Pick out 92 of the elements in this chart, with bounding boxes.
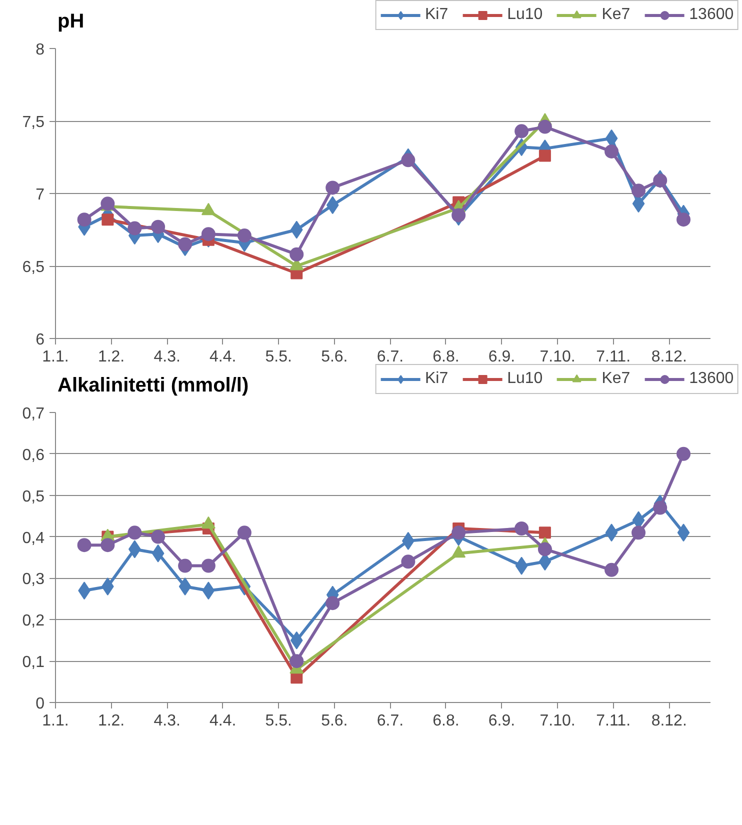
point (237, 526, 252, 540)
legend-label: Ki7 (424, 6, 448, 24)
point (632, 184, 646, 198)
point (326, 180, 340, 195)
x-tick-label: 8.12. (651, 348, 687, 366)
y-tick-label: 7 (36, 186, 45, 204)
point (201, 558, 216, 573)
point (538, 526, 551, 539)
point (326, 196, 339, 214)
point (653, 500, 668, 515)
x-tick-label: 4.4. (210, 712, 236, 730)
point (202, 582, 215, 600)
point (514, 522, 529, 536)
y-tick-label: 0,6 (22, 446, 45, 464)
point (514, 124, 529, 138)
point (128, 221, 142, 236)
point (538, 150, 551, 162)
x-tick-label: 1.2. (98, 712, 125, 730)
point (604, 144, 619, 158)
x-tick-label: 1.2. (98, 348, 125, 366)
y-tick-label: 6 (36, 332, 45, 348)
point (515, 556, 528, 575)
legend-label: 13600 (689, 370, 734, 388)
legend-label: Ki7 (424, 370, 448, 388)
x-tick-label: 5.5. (265, 712, 292, 730)
x-tick-label: 6.7. (376, 348, 404, 366)
point (152, 544, 164, 562)
x-tick-label: 5.6. (321, 712, 348, 730)
point (77, 538, 92, 552)
y-tick-label: 0 (36, 696, 45, 712)
y-tick-label: 0,4 (22, 530, 45, 547)
y-tick-label: 0,7 (22, 406, 45, 422)
point (605, 524, 618, 542)
point (401, 554, 416, 569)
point (676, 446, 691, 461)
x-tick-label: 7.10. (540, 348, 576, 366)
point (151, 220, 166, 234)
x-tick-label: 4.4. (210, 348, 236, 366)
y-tick-label: 8 (36, 42, 45, 58)
point (290, 654, 304, 668)
x-tick-label: 6.9. (488, 348, 516, 366)
legend-label: 13600 (689, 6, 734, 24)
point (452, 526, 466, 540)
x-tick-label: 7.11. (596, 348, 631, 366)
point (538, 120, 552, 134)
point (237, 228, 252, 243)
point (632, 526, 646, 540)
x-tick-label: 1.1. (42, 348, 69, 366)
y-tick-label: 0,3 (22, 571, 45, 588)
y-tick-label: 7,5 (22, 114, 45, 131)
chart-title: Alkalinitetti (mmol/l) (58, 374, 249, 396)
point (151, 530, 166, 544)
legend-label: Lu10 (507, 6, 543, 24)
point (178, 237, 192, 252)
point (201, 227, 216, 242)
x-tick-label: 6.8. (432, 712, 460, 730)
x-tick-label: 7.11. (596, 712, 631, 730)
point (128, 526, 142, 540)
point (677, 524, 690, 542)
y-tick-label: 0,2 (22, 612, 45, 630)
point (102, 214, 114, 226)
point (538, 542, 552, 556)
point (178, 558, 192, 573)
point (401, 153, 416, 168)
point (290, 247, 304, 262)
x-tick-label: 4.3. (154, 712, 180, 730)
y-tick-label: 0,5 (22, 488, 45, 506)
x-tick-label: 6.8. (432, 348, 460, 366)
x-tick-label: 5.6. (321, 348, 348, 366)
x-tick-label: 4.3. (154, 348, 180, 366)
legend-label: Ke7 (602, 370, 630, 388)
legend-label: Ke7 (602, 6, 630, 24)
legend-label: Lu10 (507, 370, 543, 388)
y-tick-label: 0,1 (22, 654, 45, 672)
point (604, 562, 619, 577)
point (290, 631, 303, 650)
point (100, 538, 115, 552)
point (77, 212, 92, 227)
point (452, 208, 466, 222)
x-tick-label: 8.12. (651, 712, 687, 730)
x-tick-label: 6.9. (488, 712, 516, 730)
x-tick-label: 7.10. (540, 712, 576, 730)
y-tick-label: 6,5 (22, 259, 45, 276)
point (326, 596, 340, 610)
chart-title: pH (58, 10, 84, 32)
point (290, 220, 303, 239)
point (676, 212, 691, 227)
point (178, 578, 192, 596)
point (653, 173, 668, 188)
x-tick-label: 6.7. (376, 712, 404, 730)
x-tick-label: 1.1. (42, 712, 69, 730)
x-tick-label: 5.5. (265, 348, 292, 366)
